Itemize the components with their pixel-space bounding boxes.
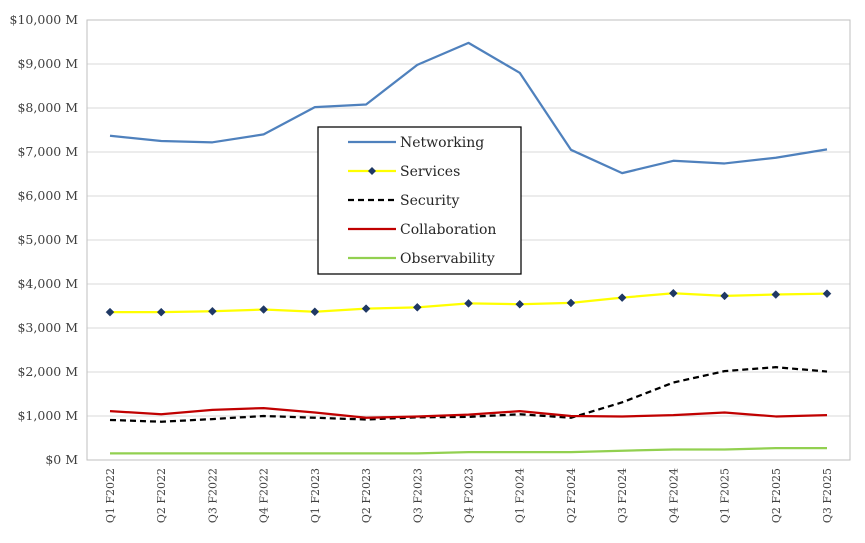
- x-tick-label: Q2 F2024: [565, 468, 578, 523]
- data-point-services: [310, 307, 320, 317]
- y-tick-label: $3,000 M: [17, 320, 78, 335]
- legend-label-networking: Networking: [400, 135, 484, 151]
- y-tick-label: $2,000 M: [17, 364, 78, 379]
- data-point-services: [105, 307, 115, 317]
- y-tick-label: $6,000 M: [17, 188, 78, 203]
- data-point-services: [464, 299, 473, 308]
- x-tick-label: Q3 F2022: [206, 468, 219, 523]
- x-tick-label: Q3 F2023: [411, 468, 424, 523]
- data-point-services: [617, 293, 627, 302]
- y-tick-label: $0 M: [45, 452, 78, 467]
- legend-marker-services: [368, 167, 376, 175]
- plot-area-border: [86, 19, 851, 461]
- data-point-services: [515, 299, 525, 309]
- series-line-observability: [110, 446, 827, 455]
- x-tick-label: Q3 F2024: [616, 468, 629, 523]
- data-point-services: [361, 304, 371, 313]
- series-line-collaboration: [109, 406, 828, 419]
- series-line-networking: [109, 41, 828, 175]
- data-point-services: [720, 291, 729, 301]
- x-tick-label: Q4 F2024: [667, 468, 680, 523]
- data-point-services: [669, 288, 678, 298]
- y-tick-label: $7,000 M: [17, 144, 78, 159]
- x-tick-label: Q4 F2023: [463, 468, 476, 523]
- x-tick-label: Q1 F2023: [309, 468, 322, 523]
- x-tick-label: Q2 F2025: [770, 468, 783, 523]
- x-tick-label: Q3 F2025: [821, 468, 834, 523]
- x-tick-label: Q1 F2024: [514, 468, 527, 523]
- legend-label-services: Services: [400, 164, 460, 180]
- data-point-services: [412, 302, 422, 312]
- x-tick-label: Q1 F2025: [719, 468, 732, 523]
- x-tick-label: Q1 F2022: [104, 468, 117, 523]
- y-tick-label: $8,000 M: [17, 100, 78, 115]
- data-point-services: [259, 305, 268, 314]
- y-axis-tick-labels: $0 M $1,000 M $2,000 M $3,000 M $4,000 M $5,0…: [10, 12, 79, 467]
- series-lines: [105, 41, 832, 455]
- x-tick-label: Q2 F2023: [360, 468, 373, 523]
- y-tick-label: $1,000 M: [17, 408, 78, 423]
- y-tick-label: $10,000 M: [10, 12, 79, 27]
- data-point-services: [822, 289, 832, 299]
- y-tick-label: $4,000 M: [17, 276, 78, 291]
- data-point-services: [156, 307, 166, 317]
- x-tick-label: Q4 F2022: [258, 468, 271, 523]
- data-point-services: [566, 298, 576, 308]
- data-point-services: [208, 306, 217, 316]
- legend-label-security: Security: [400, 193, 460, 209]
- series-line-security: [109, 366, 828, 423]
- x-tick-label: Q2 F2022: [155, 468, 168, 523]
- legend: Networking Services Security Collaboration O…: [317, 126, 522, 275]
- data-point-services: [771, 290, 781, 299]
- legend-label-collaboration: Collaboration: [400, 222, 496, 238]
- x-axis-tick-labels: Q1 F2022 Q2 F2022 Q3 F2022 Q4 F2022 Q1 F2023…: [104, 468, 834, 523]
- y-tick-label: $5,000 M: [17, 232, 78, 247]
- y-tick-label: $9,000 M: [17, 56, 78, 71]
- legend-label-observability: Observability: [400, 251, 495, 267]
